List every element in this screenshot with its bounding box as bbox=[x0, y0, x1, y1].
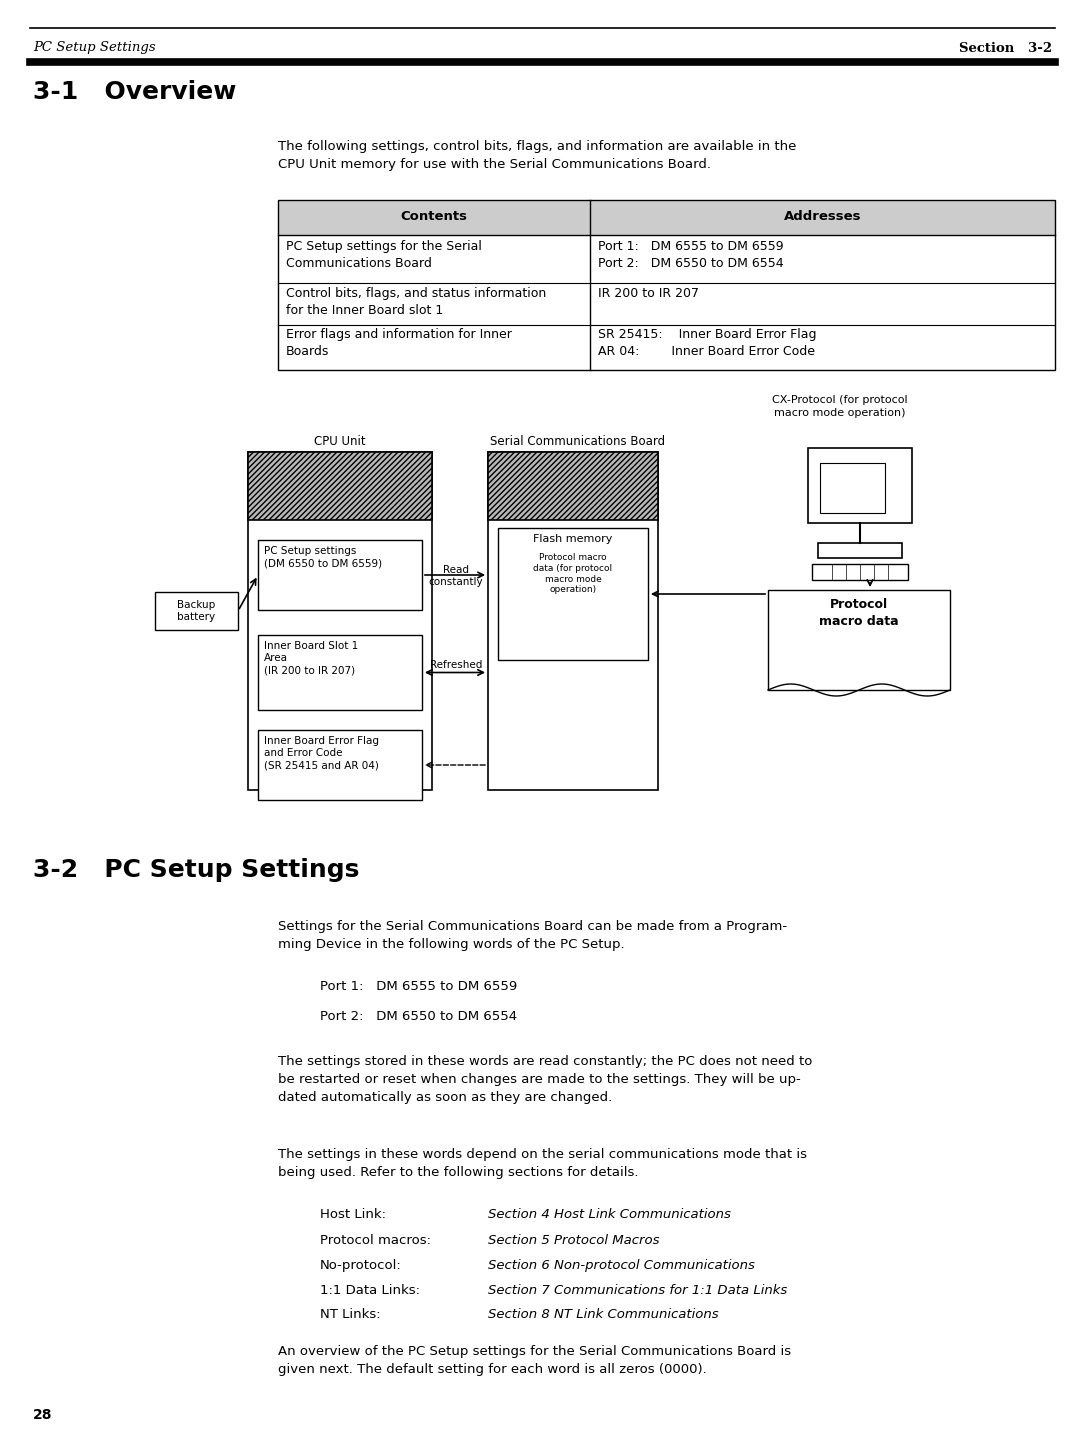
Text: The following settings, control bits, flags, and information are available in th: The following settings, control bits, fl… bbox=[278, 141, 796, 171]
Text: PC Setup settings for the Serial
Communications Board: PC Setup settings for the Serial Communi… bbox=[286, 240, 482, 270]
Text: Section 5 Protocol Macros: Section 5 Protocol Macros bbox=[488, 1234, 660, 1247]
Bar bbox=[258, 730, 422, 799]
Text: The settings in these words depend on the serial communications mode that is
bei: The settings in these words depend on th… bbox=[278, 1148, 807, 1180]
Bar bbox=[258, 636, 422, 710]
Bar bbox=[248, 452, 432, 519]
Bar bbox=[768, 590, 950, 690]
Text: CPU Unit: CPU Unit bbox=[314, 435, 366, 448]
Text: Port 2:   DM 6550 to DM 6554: Port 2: DM 6550 to DM 6554 bbox=[320, 1010, 517, 1023]
Text: 28: 28 bbox=[33, 1408, 53, 1422]
Text: Section 6 Non-protocol Communications: Section 6 Non-protocol Communications bbox=[488, 1258, 755, 1271]
Text: PC Setup settings
(DM 6550 to DM 6559): PC Setup settings (DM 6550 to DM 6559) bbox=[264, 545, 382, 568]
Text: IR 200 to IR 207: IR 200 to IR 207 bbox=[598, 287, 699, 300]
Text: An overview of the PC Setup settings for the Serial Communications Board is
give: An overview of the PC Setup settings for… bbox=[278, 1345, 792, 1376]
Text: Protocol macro
data (for protocol
macro mode
operation): Protocol macro data (for protocol macro … bbox=[534, 552, 612, 594]
Text: Section 4 Host Link Communications: Section 4 Host Link Communications bbox=[488, 1208, 731, 1221]
Bar bbox=[278, 199, 1055, 370]
Text: Host Link:: Host Link: bbox=[320, 1208, 386, 1221]
Text: Serial Communications Board: Serial Communications Board bbox=[490, 435, 665, 448]
Text: Error flags and information for Inner
Boards: Error flags and information for Inner Bo… bbox=[286, 329, 512, 357]
Bar bbox=[248, 452, 432, 519]
Bar bbox=[818, 542, 902, 558]
Bar bbox=[156, 593, 238, 630]
Text: No-protocol:: No-protocol: bbox=[320, 1258, 402, 1271]
Text: Section 8 NT Link Communications: Section 8 NT Link Communications bbox=[488, 1309, 718, 1322]
Text: Section 7 Communications for 1:1 Data Links: Section 7 Communications for 1:1 Data Li… bbox=[488, 1283, 787, 1296]
Text: Protocol
macro data: Protocol macro data bbox=[820, 598, 899, 629]
Text: CX-Protocol (for protocol
macro mode operation): CX-Protocol (for protocol macro mode ope… bbox=[772, 395, 908, 418]
Bar bbox=[488, 452, 658, 519]
Text: SR 25415:    Inner Board Error Flag
AR 04:        Inner Board Error Code: SR 25415: Inner Board Error Flag AR 04: … bbox=[598, 329, 816, 357]
Text: Addresses: Addresses bbox=[784, 211, 861, 224]
Bar bbox=[820, 464, 885, 512]
Text: Control bits, flags, and status information
for the Inner Board slot 1: Control bits, flags, and status informat… bbox=[286, 287, 546, 317]
Text: Port 1:   DM 6555 to DM 6559: Port 1: DM 6555 to DM 6559 bbox=[320, 980, 517, 993]
Text: Protocol macros:: Protocol macros: bbox=[320, 1234, 431, 1247]
Text: 3-1   Overview: 3-1 Overview bbox=[33, 80, 237, 103]
Text: Inner Board Slot 1
Area
(IR 200 to IR 207): Inner Board Slot 1 Area (IR 200 to IR 20… bbox=[264, 641, 359, 676]
Text: Read
constantly: Read constantly bbox=[429, 565, 484, 587]
Bar bbox=[248, 452, 432, 791]
Text: Section   3-2: Section 3-2 bbox=[959, 42, 1052, 55]
Text: PC Setup Settings: PC Setup Settings bbox=[33, 42, 156, 55]
Text: 3-2   PC Setup Settings: 3-2 PC Setup Settings bbox=[33, 858, 360, 883]
Bar bbox=[488, 452, 658, 519]
Text: Contents: Contents bbox=[401, 211, 468, 224]
Bar bbox=[488, 452, 658, 791]
Text: NT Links:: NT Links: bbox=[320, 1309, 380, 1322]
Text: Settings for the Serial Communications Board can be made from a Program-
ming De: Settings for the Serial Communications B… bbox=[278, 920, 787, 951]
Text: 1:1 Data Links:: 1:1 Data Links: bbox=[320, 1283, 420, 1296]
Bar bbox=[498, 528, 648, 660]
Text: Backup
battery: Backup battery bbox=[177, 600, 216, 623]
Text: Refreshed: Refreshed bbox=[430, 660, 482, 670]
Bar bbox=[808, 448, 912, 522]
Text: Port 1:   DM 6555 to DM 6559
Port 2:   DM 6550 to DM 6554: Port 1: DM 6555 to DM 6559 Port 2: DM 65… bbox=[598, 240, 784, 270]
Bar bbox=[278, 199, 1055, 235]
Text: Flash memory: Flash memory bbox=[534, 534, 612, 544]
Bar bbox=[258, 540, 422, 610]
Text: The settings stored in these words are read constantly; the PC does not need to
: The settings stored in these words are r… bbox=[278, 1055, 812, 1104]
Bar bbox=[812, 564, 908, 580]
Text: Inner Board Error Flag
and Error Code
(SR 25415 and AR 04): Inner Board Error Flag and Error Code (S… bbox=[264, 736, 379, 771]
